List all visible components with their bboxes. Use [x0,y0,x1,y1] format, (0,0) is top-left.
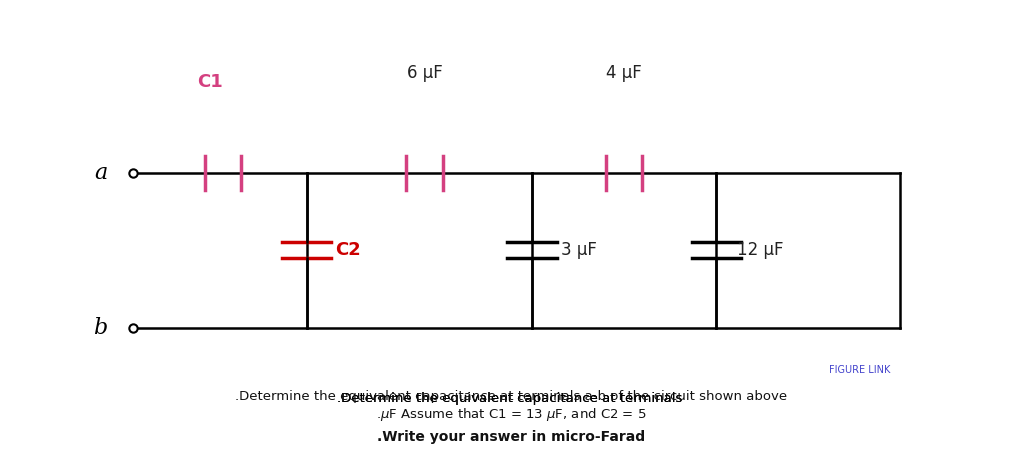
Text: C1: C1 [196,73,223,91]
Text: 6 μF: 6 μF [407,64,442,82]
Text: .Determine the equivalent capacitance at terminals a-b of the circuit shown abov: .Determine the equivalent capacitance at… [235,389,788,403]
Text: 12 μF: 12 μF [737,241,783,259]
Text: .Write your answer in micro-Farad: .Write your answer in micro-Farad [377,430,646,444]
Text: .Determine the equivalent capacitance at terminals: .Determine the equivalent capacitance at… [337,392,686,405]
Text: .Determine the equivalent capacitance at terminals: .Determine the equivalent capacitance at… [337,392,686,405]
Text: b: b [93,317,107,339]
Text: FIGURE LINK: FIGURE LINK [829,365,890,375]
Text: C2: C2 [336,241,361,259]
Text: a: a [94,162,107,184]
Text: .$\mu$F Assume that C1 = 13 $\mu$F, and C2 = 5: .$\mu$F Assume that C1 = 13 $\mu$F, and … [376,406,647,423]
Text: 3 μF: 3 μF [561,241,596,259]
Text: 4 μF: 4 μF [607,64,641,82]
